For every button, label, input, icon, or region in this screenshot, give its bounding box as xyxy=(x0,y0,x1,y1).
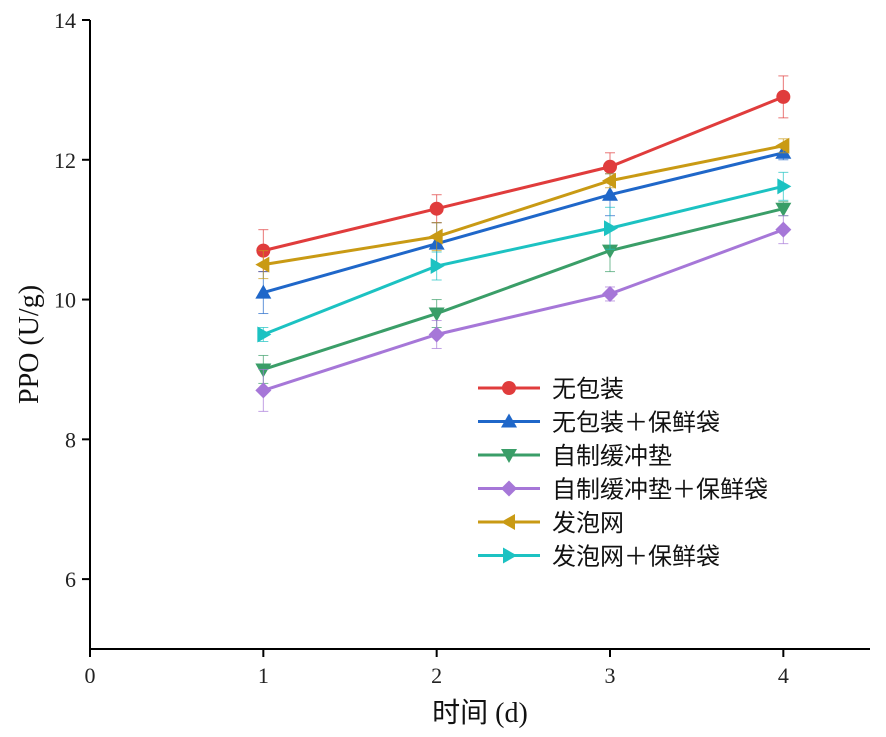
legend-marker xyxy=(503,547,517,564)
data-point xyxy=(775,221,792,238)
x-axis-title: 时间 (d) xyxy=(432,697,528,729)
data-point xyxy=(775,137,790,154)
legend-label: 自制缓冲垫 xyxy=(552,442,672,470)
y-tick-label: 10 xyxy=(54,288,76,313)
series-0 xyxy=(256,75,791,273)
legend-label: 无包装＋保鲜袋 xyxy=(552,409,720,437)
legend-label: 发泡网 xyxy=(552,509,624,537)
data-point xyxy=(777,178,792,195)
data-point xyxy=(255,284,272,299)
y-tick-label: 8 xyxy=(65,427,76,452)
x-tick-label: 4 xyxy=(778,663,789,688)
series-4 xyxy=(255,137,790,280)
data-point xyxy=(602,285,618,302)
legend-marker xyxy=(502,381,516,395)
data-point xyxy=(602,244,618,259)
data-point xyxy=(602,186,618,201)
data-point xyxy=(602,172,616,189)
series-2 xyxy=(255,201,792,384)
data-point xyxy=(430,258,445,275)
legend-item: 无包装＋保鲜袋 xyxy=(478,409,720,437)
data-point xyxy=(428,228,443,245)
series-line xyxy=(262,95,784,253)
series-line xyxy=(262,207,784,371)
data-point xyxy=(255,256,270,273)
data-point xyxy=(255,382,272,399)
x-tick-label: 0 xyxy=(85,663,96,688)
series-line xyxy=(263,144,784,267)
legend-marker xyxy=(501,413,517,428)
data-point xyxy=(604,220,618,237)
legend-item: 发泡网＋保鲜袋 xyxy=(478,543,720,571)
series-5 xyxy=(257,171,792,343)
data-point xyxy=(428,307,445,322)
data-point xyxy=(257,326,272,343)
series-line xyxy=(262,151,784,295)
y-tick-label: 6 xyxy=(65,567,76,592)
legend-marker xyxy=(501,480,517,497)
y-axis-title: PPO (U/g) xyxy=(14,285,45,404)
legend-label: 发泡网＋保鲜袋 xyxy=(552,543,720,571)
series-1 xyxy=(255,144,792,315)
series-line xyxy=(262,184,784,336)
legend-marker xyxy=(501,449,517,463)
series-line xyxy=(262,228,784,392)
legend-item: 自制缓冲垫 xyxy=(478,442,672,470)
series-layer xyxy=(255,75,792,412)
data-point xyxy=(429,201,444,216)
legend-label: 自制缓冲垫＋保鲜袋 xyxy=(552,476,768,504)
legend-marker xyxy=(501,514,515,530)
legend-item: 发泡网 xyxy=(478,509,624,537)
legend-item: 自制缓冲垫＋保鲜袋 xyxy=(478,476,768,504)
x-tick-label: 3 xyxy=(605,663,616,688)
x-tick-label: 2 xyxy=(431,663,442,688)
y-tick-label: 14 xyxy=(54,8,76,33)
data-point xyxy=(603,159,617,174)
y-tick-label: 12 xyxy=(54,148,76,173)
legend-label: 无包装 xyxy=(552,375,624,403)
legend-item: 无包装 xyxy=(478,375,624,403)
axes-layer xyxy=(89,20,870,650)
series-3 xyxy=(255,215,792,412)
data-point xyxy=(776,89,791,104)
x-tick-label: 1 xyxy=(258,663,269,688)
data-point xyxy=(775,202,792,217)
data-point xyxy=(428,326,445,343)
